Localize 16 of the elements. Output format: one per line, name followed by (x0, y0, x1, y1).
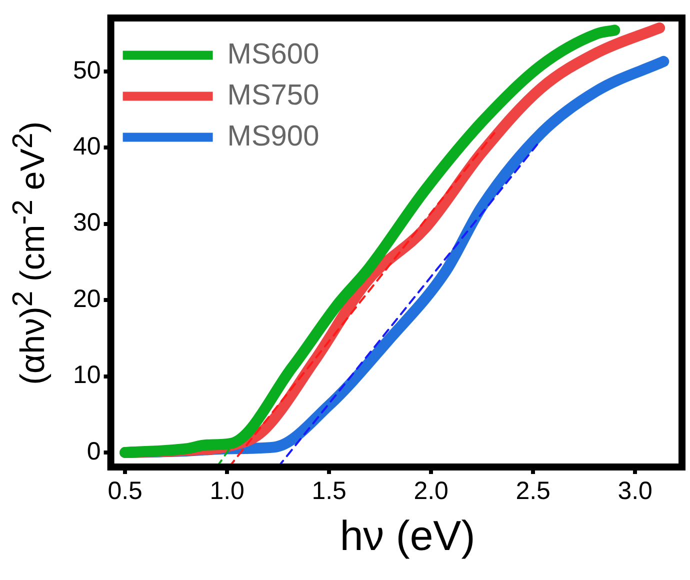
y-tick-label: 40 (72, 132, 101, 160)
y-tick-label: 50 (72, 56, 101, 84)
legend-label: MS600 (227, 38, 320, 70)
y-tick-label: 20 (72, 284, 101, 313)
legend-label: MS750 (227, 79, 320, 112)
y-tick-label: 10 (72, 361, 101, 390)
y-tick-label: 0 (86, 437, 101, 466)
x-tick-label: 1.0 (210, 476, 244, 505)
x-tick-label: 0.5 (108, 476, 142, 505)
x-tick-label: 2.5 (516, 476, 550, 505)
legend-label: MS900 (227, 120, 320, 152)
x-axis-title: hν (eV) (338, 512, 476, 560)
x-tick-label: 3.0 (618, 476, 652, 505)
x-tick-label: 2.0 (414, 476, 448, 505)
y-tick-label: 30 (72, 208, 101, 237)
x-tick-label: 1.5 (312, 476, 346, 505)
